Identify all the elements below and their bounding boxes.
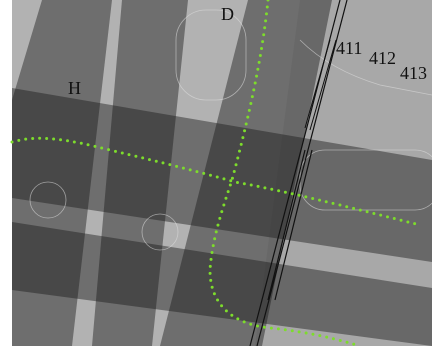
- airport-map: D H 411 412 413: [0, 0, 432, 346]
- taxiway-label: D: [221, 4, 234, 24]
- stand-label: 412: [369, 48, 396, 68]
- stand-label: 411: [336, 38, 362, 58]
- taxiway-label: H: [68, 78, 81, 98]
- stand-label: 413: [400, 63, 427, 83]
